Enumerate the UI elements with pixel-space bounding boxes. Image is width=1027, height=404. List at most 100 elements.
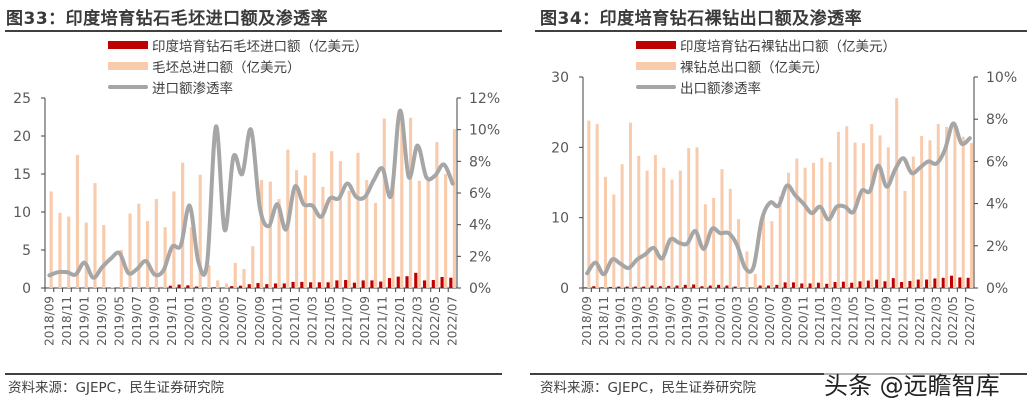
right-axis-label: 8% <box>469 154 491 170</box>
bar-total <box>347 190 351 288</box>
bar-total <box>435 142 439 288</box>
bar-total <box>670 179 674 288</box>
bar-lab-grown <box>850 282 854 288</box>
x-axis-label: 2020/11 <box>796 296 810 346</box>
right-axis-label: 10% <box>986 70 1017 86</box>
bar-total <box>356 152 360 288</box>
bar-total <box>251 246 255 288</box>
x-axis-label: 2022/05 <box>946 296 960 346</box>
bar-lab-grown <box>326 282 330 288</box>
bar-lab-grown <box>891 278 895 288</box>
bar-total <box>720 169 724 288</box>
bar-total <box>259 180 264 288</box>
x-axis-label: 2019/03 <box>630 296 644 346</box>
bar-lab-grown <box>256 283 260 288</box>
x-axis-label: 2019/11 <box>165 296 179 346</box>
bar-total <box>695 147 699 288</box>
bar-lab-grown <box>396 276 400 288</box>
bar-total <box>93 183 97 288</box>
bar-total <box>795 158 799 288</box>
left-axis-label: 0 <box>22 281 31 297</box>
legend-1: 印度培育钻石毛坯进口额（亿美元） 毛坯总进口额（亿美元） 进口额渗透率 <box>108 34 368 97</box>
bar-lab-grown <box>291 281 295 288</box>
bar-total <box>920 136 924 288</box>
bar-total <box>295 170 299 288</box>
bar-total <box>628 122 632 288</box>
x-axis-label: 2020/01 <box>183 296 197 346</box>
x-axis-label: 2019/07 <box>663 296 677 346</box>
bar-lab-grown <box>335 280 339 288</box>
bar-total <box>400 119 404 288</box>
legend-2: 印度培育钻石裸钻出口额（亿美元） 裸钻总出口额（亿美元） 出口额渗透率 <box>636 34 896 97</box>
source-note-2: 资料来源：GJEPC，民生证券研究院 <box>540 380 757 396</box>
legend-swatch-line <box>108 84 148 89</box>
bar-total <box>189 227 193 288</box>
x-axis-label: 2021/05 <box>323 296 337 346</box>
bar-lab-grown <box>658 286 662 288</box>
bar-lab-grown <box>387 278 392 288</box>
left-axis-label: 0 <box>560 281 569 297</box>
x-axis-label: 2018/11 <box>60 296 74 346</box>
x-axis-label: 2020/09 <box>253 296 267 346</box>
bar-lab-grown <box>816 282 820 288</box>
source-note-1: 资料来源：GJEPC，民生证券研究院 <box>8 380 225 396</box>
bar-total <box>216 280 220 288</box>
bar-lab-grown <box>791 282 795 288</box>
bar-total <box>770 221 774 288</box>
x-axis-label: 2021/07 <box>863 296 877 346</box>
bar-total <box>49 191 53 288</box>
bar-lab-grown <box>431 280 435 288</box>
bar-total <box>181 162 185 288</box>
bar-total <box>277 199 281 288</box>
x-axis-label: 2020/11 <box>270 296 284 346</box>
bar-total <box>163 227 167 288</box>
bar-lab-grown <box>370 280 374 288</box>
x-axis-label: 2021/09 <box>358 296 372 346</box>
bar-total <box>338 161 343 288</box>
legend-swatch-peach <box>108 61 148 70</box>
chart-title-1: 图33：印度培育钻石毛坯进口额及渗透率 <box>6 9 329 29</box>
legend-label: 印度培育钻石毛坯进口额（亿美元） <box>152 38 368 55</box>
bar-lab-grown <box>265 284 269 288</box>
bar-lab-grown <box>925 279 929 288</box>
bar-lab-grown <box>317 282 321 288</box>
right-axis-label: 0% <box>469 281 491 297</box>
x-axis-label: 2022/07 <box>446 296 460 346</box>
bar-total <box>102 224 106 288</box>
bar-total <box>836 131 840 288</box>
bar-lab-grown <box>875 279 879 288</box>
bar-total <box>803 167 807 288</box>
bar-total <box>895 98 899 288</box>
bar-lab-grown <box>212 287 216 288</box>
bar-lab-grown <box>908 280 912 288</box>
watermark: 头条 @远瞻智库 <box>824 366 1000 401</box>
x-axis-label: 2021/03 <box>305 296 319 346</box>
bar-total <box>687 148 691 288</box>
bar-lab-grown <box>841 281 845 288</box>
bar-total <box>787 172 791 288</box>
bar-total <box>828 162 832 288</box>
legend-label: 印度培育钻石裸钻出口额（亿美元） <box>680 38 896 55</box>
bar-lab-grown <box>247 284 251 288</box>
bar-total <box>637 155 641 288</box>
bar-lab-grown <box>309 282 313 288</box>
bar-total <box>408 117 413 288</box>
x-axis-label: 2020/05 <box>747 296 761 346</box>
bar-total <box>382 118 386 289</box>
title-rule-2 <box>535 30 1027 32</box>
bar-total <box>878 135 882 288</box>
source-rule-2 <box>530 373 1027 375</box>
bar-total <box>128 213 132 288</box>
left-axis-label: 30 <box>551 70 569 86</box>
bar-lab-grown <box>440 276 444 288</box>
bar-lab-grown <box>775 284 779 288</box>
bar-lab-grown <box>692 284 696 288</box>
bar-total <box>224 283 229 288</box>
title-rule-1 <box>5 30 502 32</box>
bar-lab-grown <box>238 285 243 288</box>
bar-total <box>886 147 890 288</box>
bar-total <box>870 124 874 288</box>
bar-total <box>312 152 316 288</box>
bar-total <box>321 186 325 288</box>
